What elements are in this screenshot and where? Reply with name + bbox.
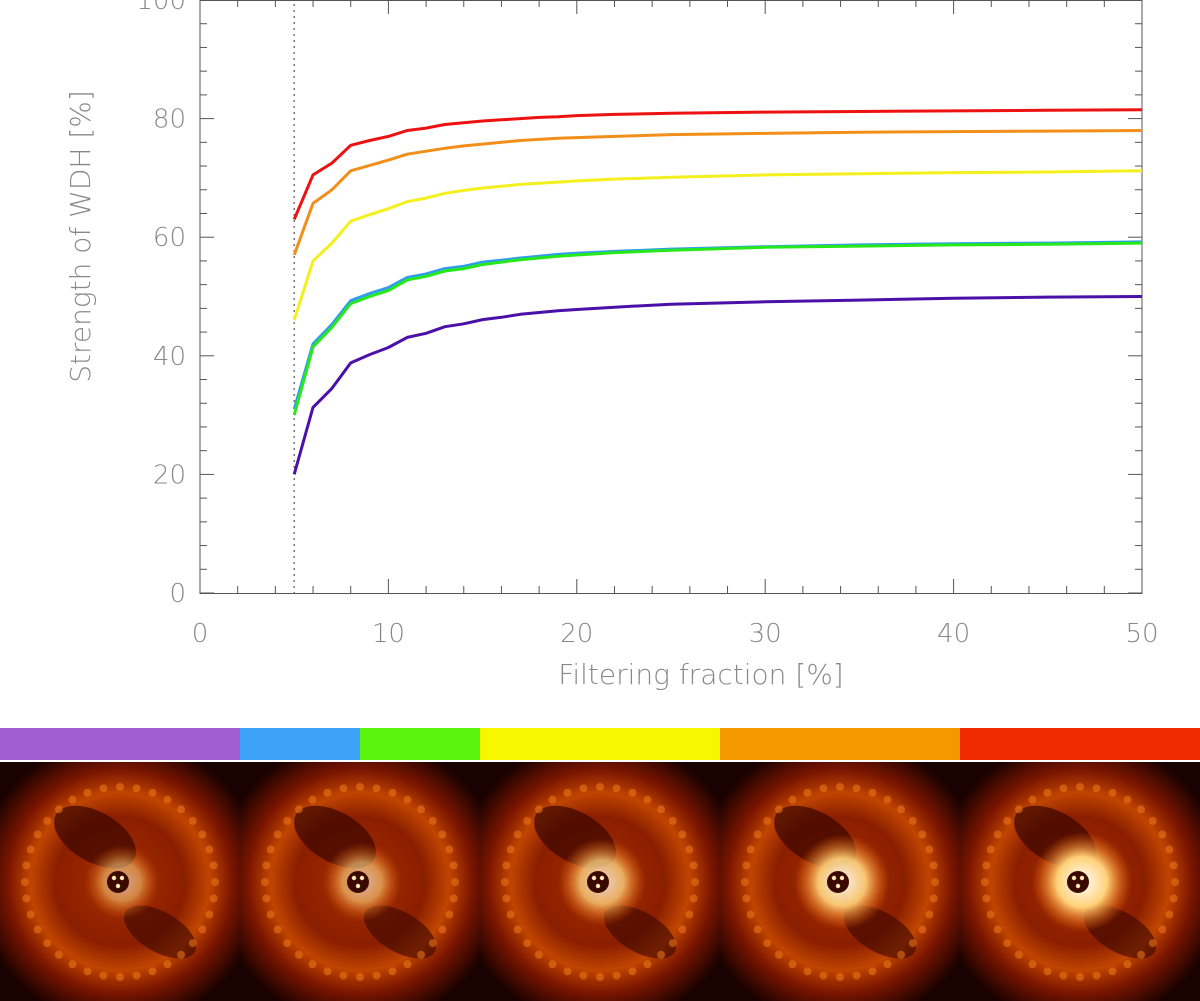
series-line-6 (292, 295, 1143, 475)
image-panel-5 (960, 762, 1200, 1001)
series-line-1 (292, 108, 1143, 220)
series-line-4 (292, 240, 1143, 410)
y-tick-label: 60 (153, 223, 186, 253)
image-panel-3 (480, 762, 720, 1001)
y-tick-label: 20 (153, 460, 186, 490)
y-tick-label: 100 (136, 0, 186, 16)
x-tick-label: 30 (749, 619, 782, 649)
color-swatch-4 (480, 728, 720, 760)
y-tick-label: 0 (169, 579, 186, 609)
x-tick-label: 0 (192, 619, 209, 649)
x-tick-label: 50 (1125, 619, 1158, 649)
image-panel-2 (240, 762, 480, 1001)
image-panels (0, 762, 1200, 1001)
series-line-3 (292, 169, 1143, 321)
y-axis-title: Strength of WDH [%] (64, 90, 97, 383)
image-panel-4 (720, 762, 960, 1001)
y-tick-label: 80 (153, 105, 186, 135)
x-tick-label: 20 (560, 619, 593, 649)
color-legend-strip (0, 728, 1200, 760)
y-tick-label: 40 (153, 342, 186, 372)
color-swatch-3 (360, 728, 480, 760)
color-swatch-2 (240, 728, 360, 760)
color-swatch-6 (960, 728, 1200, 760)
color-swatch-5 (720, 728, 960, 760)
series-line-5 (292, 241, 1143, 416)
x-tick-label: 40 (937, 619, 970, 649)
x-tick-label: 10 (372, 619, 405, 649)
series-line-2 (292, 129, 1143, 256)
color-swatch-1 (0, 728, 240, 760)
image-panel-1 (0, 762, 240, 1001)
line-chart: 0 10 20 30 40 50 0 20 40 60 80 100 Filtering fract… (64, 0, 1159, 691)
x-axis-title: Filtering fraction [%] (558, 658, 843, 691)
